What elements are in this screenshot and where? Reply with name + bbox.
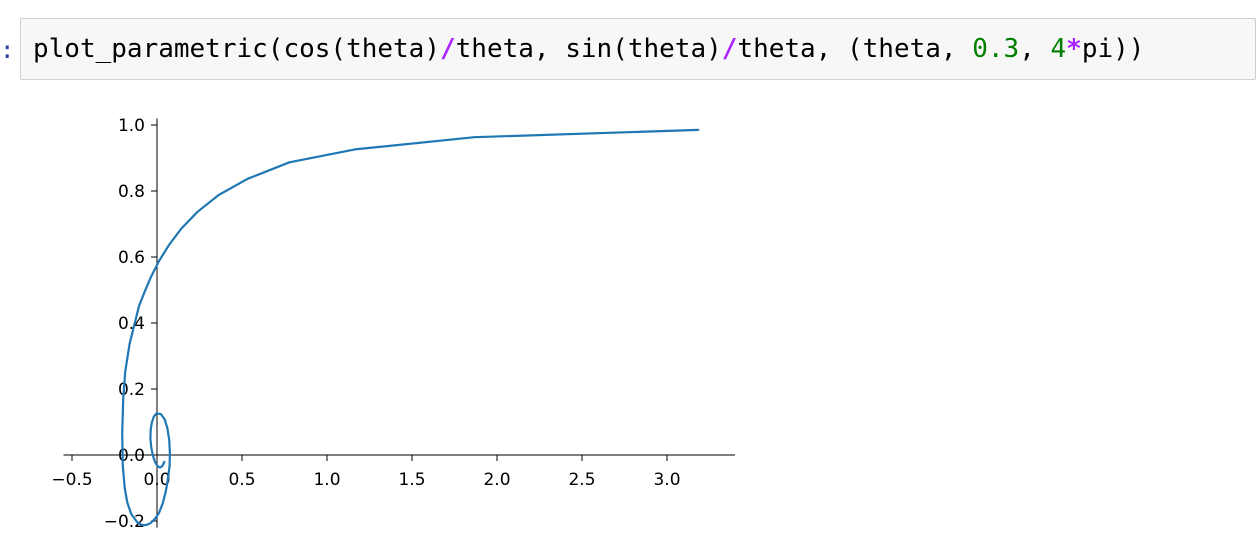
y-tick-label: 0.4 — [118, 314, 145, 334]
code-token-num: 4 — [1050, 34, 1067, 64]
code-token-num: 0.3 — [972, 34, 1020, 64]
x-tick-label: 1.0 — [313, 470, 340, 490]
y-tick-label: 1.0 — [118, 116, 145, 136]
code-token-plain: plot_parametric(cos(theta) — [33, 34, 440, 64]
x-tick-label: 0.0 — [143, 470, 170, 490]
cell-prompt: : — [0, 36, 15, 64]
y-tick-label: 0.8 — [118, 182, 145, 202]
code-token-op: / — [440, 34, 456, 64]
x-tick-label: 0.5 — [228, 470, 255, 490]
x-tick-label: 3.0 — [653, 470, 680, 490]
code-token-op: / — [721, 34, 738, 64]
code-token-plain: theta, sin(theta) — [455, 34, 722, 64]
y-tick-label: 0.0 — [118, 446, 145, 466]
code-token-plain: theta, (theta, — [737, 34, 973, 64]
code-token-op: * — [1066, 34, 1082, 64]
x-tick-label: 2.5 — [568, 470, 595, 490]
y-tick-label: 0.6 — [118, 248, 145, 268]
series-line-0 — [121, 128, 700, 527]
code-token-plain: , — [1019, 34, 1051, 64]
x-tick-label: 2.0 — [483, 470, 510, 490]
x-tick-label: 1.5 — [398, 470, 425, 490]
code-text[interactable]: plot_parametric(cos(theta)/theta, sin(th… — [33, 33, 1144, 65]
x-tick-label: −0.5 — [51, 470, 92, 490]
y-tick-label: 0.2 — [118, 380, 145, 400]
code-token-plain: pi)) — [1081, 34, 1145, 64]
code-cell[interactable]: plot_parametric(cos(theta)/theta, sin(th… — [20, 18, 1256, 80]
